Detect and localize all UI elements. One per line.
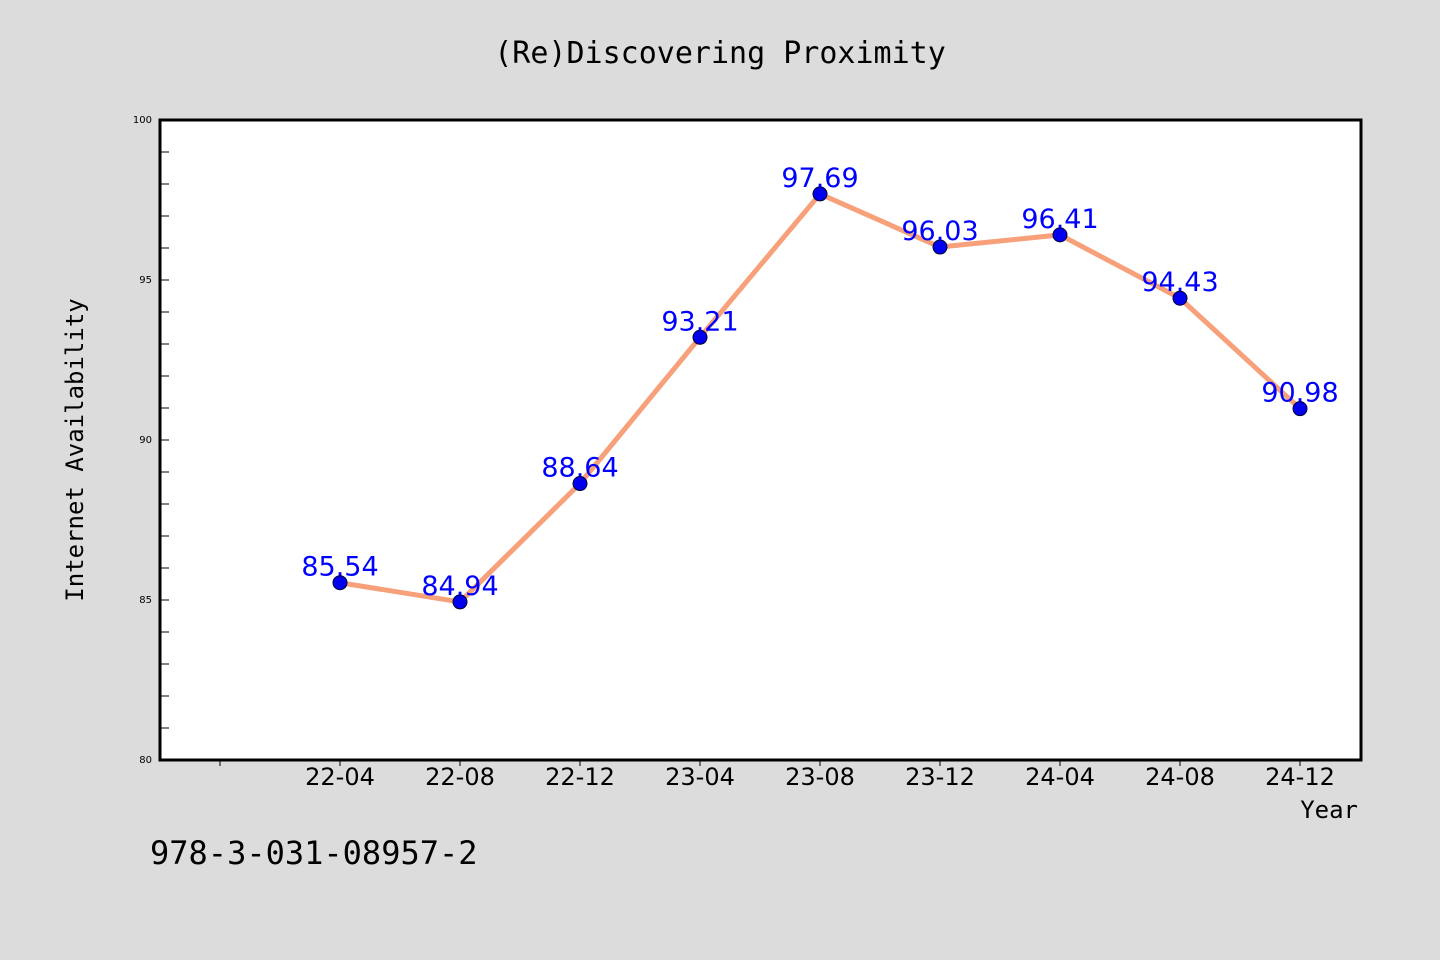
data-point [572,476,588,492]
data-point [1292,401,1308,417]
plot-frame [158,118,1363,762]
x-axis-label: Year [1300,796,1358,824]
x-tick-label: 24-12 [1265,763,1335,791]
isbn-footer: 978-3-031-08957-2 [150,834,478,872]
y-tick-label: 85 [139,595,152,606]
data-label: 93.21 [661,306,738,337]
data-point [452,594,468,610]
data-point [692,329,708,345]
data-point [1172,290,1188,306]
data-point [332,575,348,591]
data-point [812,186,828,202]
x-tick-label: 23-12 [905,763,975,791]
chart-title: (Re)Discovering Proximity [494,36,946,71]
data-label: 85.54 [301,552,378,583]
x-tick-label: 24-04 [1025,763,1095,791]
x-tick-label: 23-04 [665,763,735,791]
x-tick-label: 23-08 [785,763,855,791]
plot-area [160,120,1361,760]
data-label: 84.94 [421,571,498,602]
data-point [932,239,948,255]
x-tick-label: 22-08 [425,763,495,791]
data-label: 97.69 [781,163,858,194]
x-tick-label: 24-08 [1145,763,1215,791]
y-tick-label: 95 [139,275,152,286]
data-label: 90.98 [1261,378,1338,409]
x-tick-label: 22-12 [545,763,615,791]
y-tick-label: 80 [139,755,152,766]
data-label: 96.03 [901,216,978,247]
data-label: 94.43 [1141,267,1218,298]
data-label: 88.64 [541,453,618,484]
data-label: 96.41 [1021,204,1098,235]
y-tick-label: 90 [139,435,152,446]
data-point [1052,227,1068,243]
x-tick-label: 22-04 [305,763,375,791]
y-tick-label: 100 [133,115,152,126]
